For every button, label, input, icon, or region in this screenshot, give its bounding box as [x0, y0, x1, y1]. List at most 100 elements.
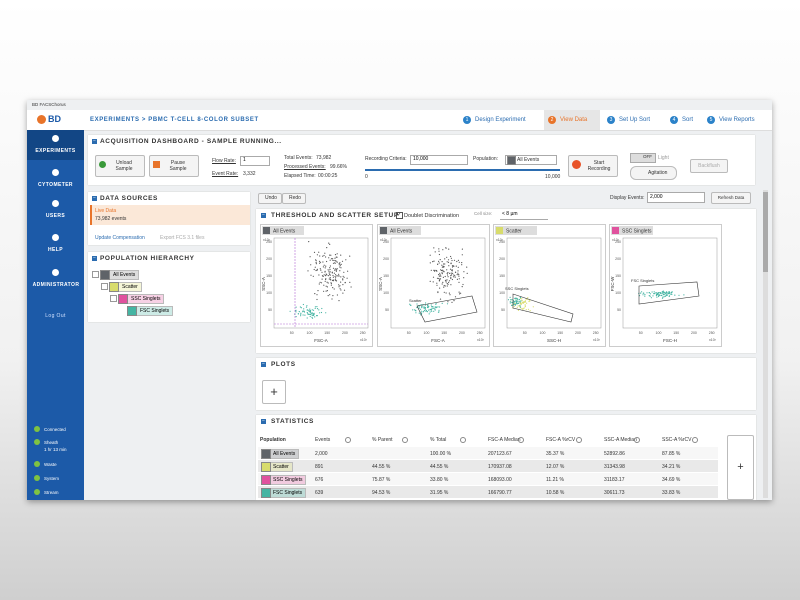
- event-dot: [326, 290, 328, 292]
- event-dot: [315, 263, 317, 265]
- step-label[interactable]: Design Experiment: [475, 117, 526, 123]
- event-dot: [526, 298, 528, 301]
- pause-button[interactable]: [149, 155, 199, 177]
- event-dot: [334, 254, 337, 256]
- population-select[interactable]: [505, 155, 557, 165]
- scatter-plot[interactable]: All Events5050100100150150200200250250x1…: [260, 224, 373, 347]
- event-dot: [522, 308, 524, 311]
- nav-item[interactable]: CYTOMETER: [38, 182, 73, 188]
- event-dot: [310, 264, 312, 266]
- flow-rate-input[interactable]: 1: [240, 156, 270, 166]
- collapse[interactable]: −: [92, 195, 97, 201]
- event-dot: [450, 255, 452, 258]
- event-dot: [427, 306, 429, 308]
- cell-size-label: Cell size:: [474, 211, 493, 216]
- tree-toggle[interactable]: [92, 271, 99, 278]
- step-label[interactable]: Sort: [682, 117, 694, 123]
- tree-toggle[interactable]: [101, 283, 108, 290]
- tree-toggle[interactable]: [110, 295, 117, 302]
- nav-item[interactable]: EXPERIMENTS: [35, 148, 76, 154]
- undo-button[interactable]: [258, 193, 282, 204]
- step-label[interactable]: View Data: [560, 117, 588, 123]
- live-data-row[interactable]: [90, 205, 250, 225]
- event-dot: [659, 294, 661, 296]
- event-dot: [444, 263, 446, 265]
- collapse[interactable]: −: [92, 138, 97, 144]
- event-dot: [517, 300, 519, 302]
- status-icon: [34, 426, 40, 432]
- unload-button[interactable]: [95, 155, 145, 177]
- event-dot: [306, 317, 308, 319]
- event-dot: [421, 312, 423, 314]
- scatter-plot[interactable]: All Events5050100100150150200200250250x1…: [377, 224, 490, 347]
- toggle[interactable]: [630, 153, 656, 163]
- nav-item[interactable]: ADMINISTRATOR: [32, 282, 80, 288]
- x-axis-label: FSC-A: [431, 338, 445, 343]
- event-dot: [443, 284, 445, 287]
- event-dot: [439, 274, 441, 276]
- y-tick-label: 50: [268, 308, 272, 312]
- step-label[interactable]: Set Up Sort: [619, 117, 651, 123]
- live-events: 73,982 events: [95, 216, 127, 222]
- x-axis-label: FSC-A: [314, 338, 328, 343]
- title-swatch: [612, 227, 619, 234]
- event-dot: [666, 294, 668, 296]
- step-number: 2: [548, 116, 556, 124]
- event-dot: [335, 269, 337, 271]
- event-dot: [324, 271, 326, 273]
- criteria-input[interactable]: 10,000: [410, 155, 468, 165]
- export-fcs[interactable]: Export FCS 3.1 files: [160, 235, 205, 241]
- event-dot: [518, 301, 520, 303]
- display-input[interactable]: 2,000: [647, 192, 705, 203]
- collapse[interactable]: −: [261, 418, 266, 424]
- event-dot: [308, 241, 310, 243]
- table-row: [258, 447, 718, 459]
- refresh-button[interactable]: Refresh Data: [711, 192, 751, 204]
- event-dot: [439, 259, 441, 261]
- event-dot: [334, 268, 336, 270]
- y-axis-label: FSC-W: [610, 276, 615, 291]
- nav-item[interactable]: HELP: [48, 247, 63, 253]
- collapse[interactable]: −: [261, 361, 266, 367]
- nav-item[interactable]: USERS: [45, 213, 66, 219]
- backflush-button[interactable]: Backflush: [690, 159, 728, 173]
- event-dot: [327, 282, 329, 284]
- status-label: Sheath: [44, 440, 59, 445]
- scrollbar[interactable]: [763, 190, 768, 498]
- event-dot: [346, 277, 348, 279]
- y-tick-label: 100: [615, 291, 621, 295]
- start-button[interactable]: [568, 155, 618, 177]
- slider-track[interactable]: [365, 169, 560, 171]
- redo-button[interactable]: [282, 193, 306, 204]
- event-dot: [342, 275, 344, 277]
- event-dot: [454, 271, 457, 273]
- event-dot: [446, 274, 449, 276]
- event-dot: [316, 308, 319, 310]
- agitation-button[interactable]: [630, 166, 677, 180]
- event-dot: [311, 312, 313, 314]
- breadcrumb[interactable]: EXPERIMENTS > PBMC T-CELL 8-COLOR SUBSET: [90, 117, 259, 123]
- logout[interactable]: Log Out: [45, 313, 66, 319]
- event-dot: [445, 292, 447, 294]
- event-dot: [458, 261, 460, 263]
- event-dot: [300, 312, 302, 314]
- doublet-checkbox[interactable]: ✓: [396, 212, 403, 219]
- logo-mark: [37, 115, 46, 124]
- step-number: 4: [670, 116, 678, 124]
- scatter-plot[interactable]: Scatter5050100100150150200200250250x10³x…: [493, 224, 606, 347]
- event-dot: [457, 259, 459, 261]
- scatter-plot[interactable]: SSC Singlets 50 50 100 100 150 150 200 200 250 250…: [609, 224, 722, 347]
- add-plot[interactable]: +: [262, 380, 286, 404]
- scrollbar-thumb[interactable]: [763, 192, 768, 272]
- update-compensation[interactable]: Update Compensation: [95, 235, 145, 241]
- collapse[interactable]: −: [261, 212, 266, 218]
- collapse[interactable]: −: [92, 255, 97, 261]
- add-statistic[interactable]: +: [727, 435, 754, 500]
- event-dot: [341, 260, 344, 262]
- flow-rate-label: Flow Rate:: [212, 158, 236, 164]
- window-title: BD FACSChorus: [32, 102, 66, 107]
- cell-size-select[interactable]: < 8 µm: [500, 211, 548, 220]
- step-label[interactable]: View Reports: [719, 117, 755, 123]
- event-dot: [457, 272, 459, 274]
